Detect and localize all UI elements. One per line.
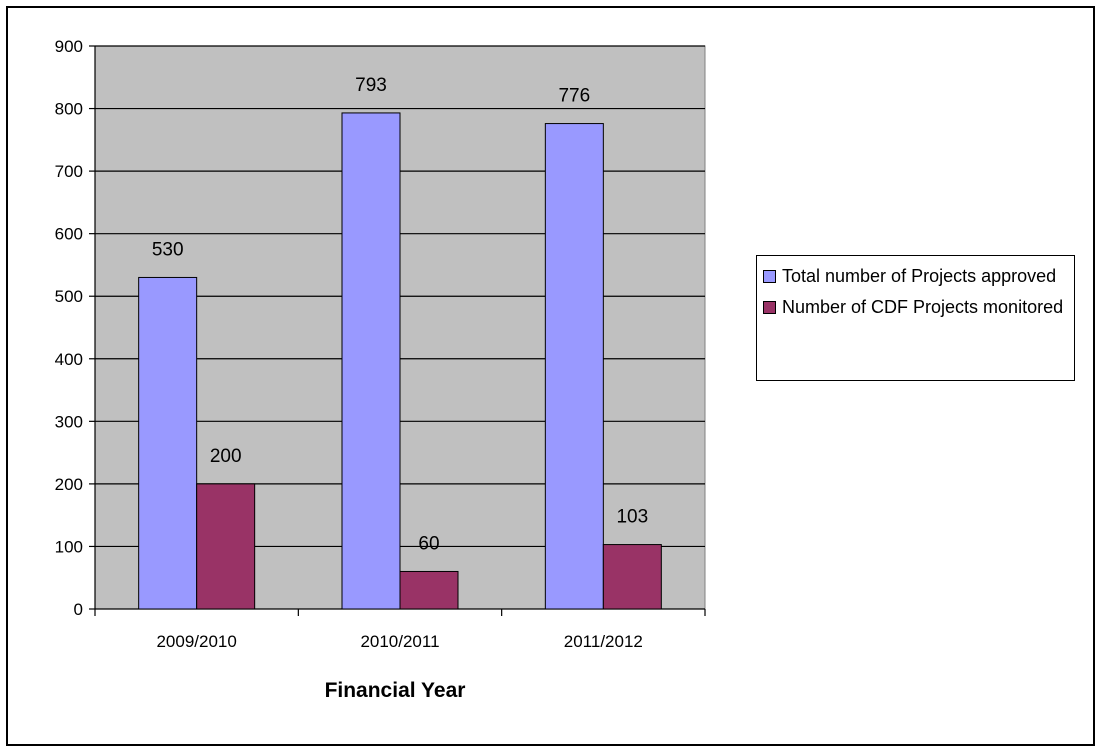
legend-swatch-total-approved: [763, 270, 776, 283]
bar-0-0: [138, 276, 198, 610]
x-tick-label: 2010/2011: [360, 632, 439, 651]
y-tick-label: 200: [55, 475, 83, 494]
y-tick-label: 600: [55, 225, 83, 244]
y-tick-label: 400: [55, 350, 83, 369]
legend-swatch-cdf-monitored: [763, 301, 776, 314]
legend-item-cdf-monitored: Number of CDF Projects monitored: [763, 296, 1068, 318]
legend-label-total-approved: Total number of Projects approved: [782, 266, 1057, 286]
bar-1-2: [602, 544, 662, 610]
data-label: 793: [355, 75, 387, 96]
y-tick-label: 300: [55, 412, 83, 431]
y-tick-label: 100: [55, 537, 83, 556]
bar-1-0: [196, 483, 256, 610]
data-label: 103: [616, 507, 648, 528]
legend-item-total-approved: Total number of Projects approved: [763, 265, 1068, 287]
bar-0-2: [544, 123, 604, 610]
data-label: 776: [558, 86, 590, 107]
x-axis-title: Financial Year: [325, 679, 466, 702]
x-tick-label: 2011/2012: [564, 632, 643, 651]
bar-0-1: [341, 112, 401, 610]
bar-1-1: [399, 570, 459, 610]
data-label: 200: [210, 446, 242, 467]
bar-chart: 0 100 200 300 400 500 600 700 800 900 530 200 2009/2…: [55, 37, 706, 702]
legend-label-cdf-monitored: Number of CDF Projects monitored: [782, 297, 1064, 317]
y-tick-label: 700: [55, 162, 83, 181]
x-tick-label: 2009/2010: [156, 632, 236, 651]
data-label: 530: [152, 239, 184, 260]
y-tick-label: 0: [74, 600, 83, 619]
legend: Total number of Projects approved Number…: [756, 255, 1075, 381]
y-tick-label: 500: [55, 287, 83, 306]
y-tick-label: 800: [55, 100, 83, 119]
data-label: 60: [418, 533, 439, 554]
y-tick-label: 900: [55, 37, 83, 56]
